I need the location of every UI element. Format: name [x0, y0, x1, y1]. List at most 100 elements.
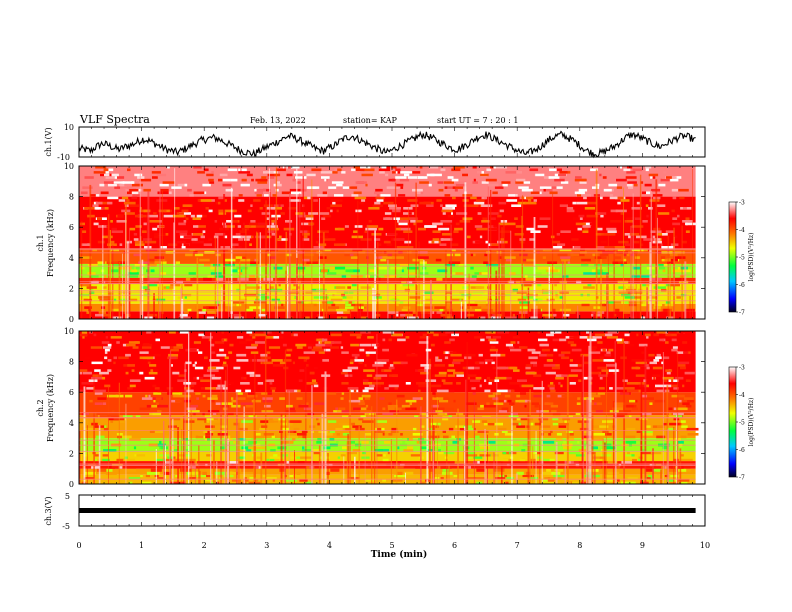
ch2-spectrogram-cell	[322, 341, 325, 344]
ch2-spectrogram-cell	[98, 374, 103, 377]
ch1-spectrogram-cell	[533, 298, 541, 302]
ch1-spectrogram-cell	[620, 263, 624, 267]
ch1-spectrogram-cell	[218, 196, 225, 200]
ch2-spectrogram-cell	[248, 392, 256, 395]
ch1-spectrogram-cell	[403, 207, 413, 210]
ch2-spectrogram-cell	[451, 361, 461, 365]
ch2-spectrogram-cell	[125, 394, 133, 398]
ch1-spectrogram-cell	[404, 240, 412, 244]
ch2-spectrogram-cell	[533, 394, 543, 398]
ch1-spectrogram-cell	[535, 173, 545, 177]
ch2-spectrogram-cell	[490, 346, 496, 349]
ch2-spectrogram-cell	[245, 338, 253, 342]
ch1-spectrogram-cell	[345, 303, 352, 307]
ch2-spectrogram-cell	[213, 387, 223, 390]
ch2-spectrogram-cell	[231, 399, 237, 403]
ch2-spectrogram-cell	[654, 387, 658, 390]
ch2-spectrogram-cell	[612, 407, 624, 411]
ch1-spectrogram-cell	[583, 286, 595, 289]
ch1-spectrogram-burst	[421, 295, 423, 319]
ch2-spectrogram-cell	[587, 338, 597, 342]
ch1-spectrogram-cell	[672, 217, 678, 220]
ch1-spectrogram-cell	[403, 306, 411, 309]
ch2-spectrogram-cell	[653, 333, 659, 337]
ch2-spectrogram-cell	[256, 433, 261, 436]
ch2-spectrogram-burst	[236, 392, 238, 484]
ch2-spectrogram-cell	[444, 356, 449, 360]
ch2-spectrogram-cell	[155, 338, 160, 342]
ch1-spectrogram-cell	[661, 246, 672, 249]
ch2-spectrogram-cell	[405, 382, 411, 385]
ch1-spectrogram-cell	[444, 186, 448, 189]
ch2-spectrogram-cell	[350, 359, 355, 362]
ch1-spectrogram-cell	[336, 311, 346, 314]
ch2-spectrogram-cell	[362, 420, 374, 423]
ch2-spectrogram-cell	[105, 471, 117, 475]
ch2-spectrogram-cell	[342, 446, 348, 450]
ch2-spectrogram-cell	[662, 446, 669, 450]
ch1-spectrogram-cell	[409, 296, 421, 299]
ch2-spectrogram-cell	[212, 412, 217, 416]
ch1-spectrogram-cell	[481, 308, 493, 312]
ch2-spectrogram-cell	[578, 379, 582, 382]
ch2-spectrogram-cell	[638, 458, 643, 462]
ch2-spectrogram-cell	[326, 392, 337, 395]
ch2-spectrogram-cell	[185, 449, 189, 452]
ch1-spectrogram-cell	[97, 240, 105, 244]
ch2-spectrogram-cell	[646, 477, 651, 480]
ch2-spectrogram-cell	[511, 389, 515, 393]
ch1-spectrogram-cell	[86, 311, 90, 314]
ch2-spectrogram-cell	[349, 374, 353, 377]
ch1-spectrogram-cell	[511, 204, 522, 207]
ch1-spectrogram-cell	[623, 286, 626, 289]
time-axis-tick-label: 5	[389, 541, 394, 550]
ch2-spectrogram-cell	[519, 346, 528, 349]
ch2-spectrogram-cell	[394, 466, 404, 469]
ch1-spectrogram-cell	[258, 313, 267, 317]
ch1-spectrogram-cell	[473, 178, 476, 182]
ch1-spectrogram-cell	[652, 194, 663, 197]
ch1-spectrogram-cell	[411, 220, 423, 223]
ch1-spectrogram-cell	[597, 227, 603, 231]
ch1-spectrogram-cell	[204, 263, 211, 267]
ch2-spectrogram-cell	[641, 451, 653, 455]
ch1-spectrogram-cell	[128, 272, 139, 275]
ch2-spectrogram-cell	[628, 392, 632, 395]
ch2-spectrogram-burst	[210, 332, 212, 484]
ch1-spectrogram-cell	[378, 227, 384, 231]
ch1-spectrogram-burst	[214, 237, 216, 319]
ch1-spectrogram-cell	[407, 277, 415, 281]
ch1-spectrogram-cell	[537, 225, 548, 228]
ch2-spectrogram-cell	[210, 343, 215, 347]
ch2-spectrogram-cell	[449, 338, 455, 342]
ch2-spectrogram-cell	[180, 468, 192, 472]
ch1-spectrogram-cell	[241, 168, 247, 172]
ch2-spectrogram-burst	[589, 331, 592, 484]
ch2-spectrogram-cell	[89, 331, 93, 334]
ch2-spectrogram-cell	[492, 336, 501, 339]
ch1-spectrogram-cell	[531, 308, 541, 312]
ch1-spectrogram-cell	[506, 199, 518, 202]
ch1-spectrogram-cell	[355, 181, 367, 184]
ch2-spectrogram-cell	[512, 336, 520, 339]
ch2-spectrogram-cell	[200, 379, 210, 382]
ch1-spectrogram-cell	[344, 253, 352, 257]
ch1-spectrogram-cell	[516, 178, 526, 182]
ch2-spectrogram-cell	[527, 348, 536, 352]
ch1-spectrogram-cell	[566, 207, 574, 210]
ch2-spectrogram-cell	[450, 353, 462, 357]
ch1-spectrogram-cell	[215, 274, 224, 278]
ch2-spectrogram-cell	[433, 333, 439, 337]
ch1-spectrogram-cell	[125, 188, 129, 192]
ch2-spectrogram-cell	[607, 446, 616, 450]
ch2-spectrogram-cell	[237, 438, 246, 441]
ch2-spectrogram-cell	[453, 474, 458, 478]
ch1-spectrogram-cell	[119, 243, 123, 246]
ch1-spectrogram-cell	[79, 283, 91, 287]
ch1-spectrogram-cell	[349, 253, 354, 257]
ch2-spectrogram-burst	[448, 464, 450, 484]
ch1-spectrogram-cell	[183, 311, 189, 314]
ch2-spectrogram-cell	[638, 343, 648, 347]
ch1-spectrogram-cell	[437, 181, 444, 184]
ch2-spectrogram-cell	[247, 394, 258, 398]
